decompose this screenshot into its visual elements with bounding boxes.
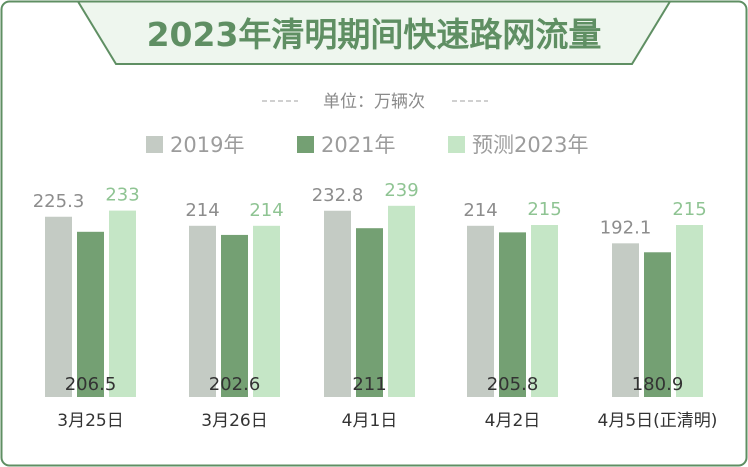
bar-2019-5 — [612, 243, 639, 397]
value-label-2023-4: 215 — [527, 199, 561, 220]
category-label-3: 4月1日 — [342, 411, 398, 431]
value-label-2023-1: 233 — [105, 185, 139, 206]
value-label-2019-2: 214 — [185, 200, 219, 221]
value-label-2019-1: 225.3 — [33, 191, 85, 212]
value-label-2021-3: 211 — [352, 374, 386, 395]
bar-2021-3 — [356, 228, 383, 397]
value-labels-group: 225.3 206.5 233 214 202.6 214 232.8 211 239 214 20… — [33, 180, 707, 395]
bar-2021-4 — [499, 232, 526, 397]
legend-label-2019: 2019年 — [170, 133, 244, 157]
bar-2019-4 — [467, 225, 494, 397]
value-label-2021-5: 180.9 — [632, 374, 684, 395]
value-label-2023-2: 214 — [249, 200, 283, 221]
category-label-4: 4月2日 — [485, 411, 541, 431]
title-banner — [76, 0, 672, 65]
legend-swatch-2021 — [297, 136, 314, 153]
bar-2021-5 — [644, 252, 671, 397]
unit-label: 单位：万辆次 — [323, 92, 425, 112]
legend-swatch-2023 — [448, 136, 465, 153]
chart-title: 2023年清明期间快速路网流量 — [147, 15, 602, 54]
bar-2023-1 — [109, 210, 136, 397]
category-label-5: 4月5日(正清明) — [598, 411, 718, 431]
value-label-2021-1: 206.5 — [65, 374, 117, 395]
legend-swatch-2019 — [146, 136, 163, 153]
value-label-2023-5: 215 — [672, 199, 706, 220]
bar-2023-3 — [388, 205, 415, 397]
bar-2019-1 — [45, 216, 72, 397]
bar-2023-5 — [676, 225, 703, 397]
legend-label-2023: 预测2023年 — [472, 133, 588, 157]
category-label-2: 3月26日 — [201, 411, 267, 431]
value-label-2021-4: 205.8 — [487, 374, 539, 395]
bars-group — [45, 205, 703, 397]
bar-2021-1 — [77, 231, 104, 397]
value-label-2021-2: 202.6 — [209, 374, 261, 395]
bar-2023-4 — [531, 225, 558, 397]
legend: 2019年 2021年 预测2023年 — [146, 133, 588, 157]
value-label-2019-4: 214 — [463, 200, 497, 221]
value-label-2019-3: 232.8 — [312, 185, 364, 206]
value-label-2019-5: 192.1 — [600, 217, 652, 238]
bar-2019-2 — [189, 225, 216, 397]
bar-2019-3 — [324, 210, 351, 397]
bar-2023-2 — [253, 225, 280, 397]
bar-2021-2 — [221, 234, 248, 397]
legend-label-2021: 2021年 — [321, 133, 395, 157]
category-label-1: 3月25日 — [57, 411, 123, 431]
value-label-2023-3: 239 — [384, 180, 418, 201]
category-labels-group: 3月25日 3月26日 4月1日 4月2日 4月5日(正清明) — [57, 411, 717, 431]
